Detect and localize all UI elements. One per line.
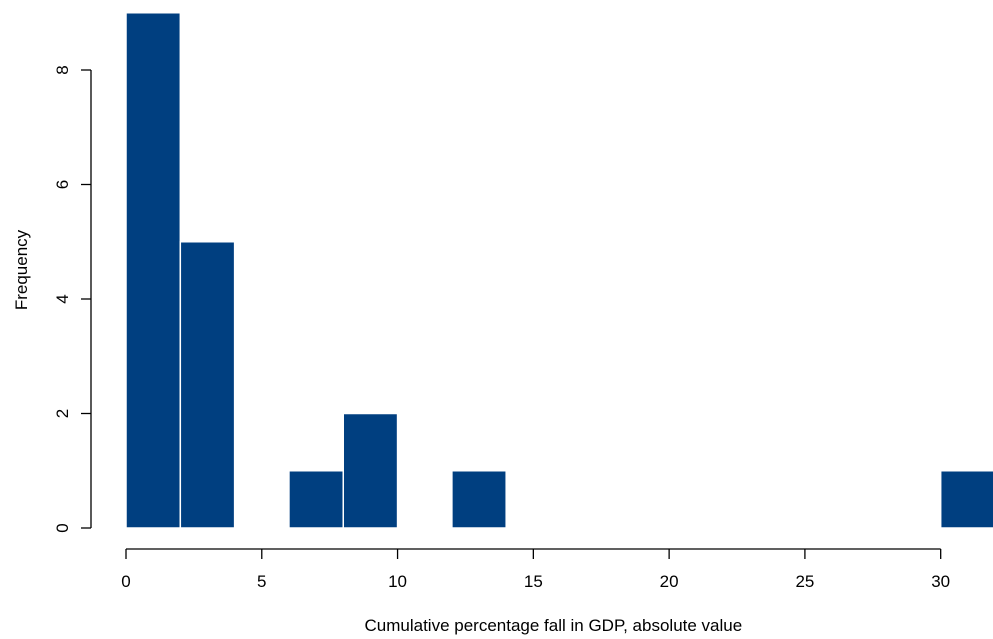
histogram-bar-30-32 [939,470,993,529]
x-tick-label: 15 [524,572,543,591]
x-axis: 0 5 10 15 20 25 30 [121,548,950,591]
x-tick-label: 10 [388,572,407,591]
y-axis: 0 2 4 6 8 [53,65,92,533]
histogram-bar-0-2 [125,12,182,529]
histogram-bar-2-4 [179,241,236,529]
bars-layer [125,12,993,529]
histogram-bar-12-14 [451,470,507,529]
y-axis-title: Frequency [12,229,31,310]
y-tick-label: 6 [53,180,72,189]
x-tick-label: 25 [795,572,814,591]
y-tick-label: 0 [53,523,72,532]
y-tick-label: 4 [53,294,72,303]
y-tick-label: 2 [53,409,72,418]
x-tick-label: 30 [931,572,950,591]
x-tick-label: 20 [660,572,679,591]
x-axis-title: Cumulative percentage fall in GDP, absol… [365,616,743,635]
y-tick-label: 8 [53,65,72,74]
histogram-bar-8-10 [342,412,399,529]
histogram-bar-6-8 [288,470,344,529]
x-tick-label: 5 [257,572,266,591]
x-tick-label: 0 [121,572,130,591]
